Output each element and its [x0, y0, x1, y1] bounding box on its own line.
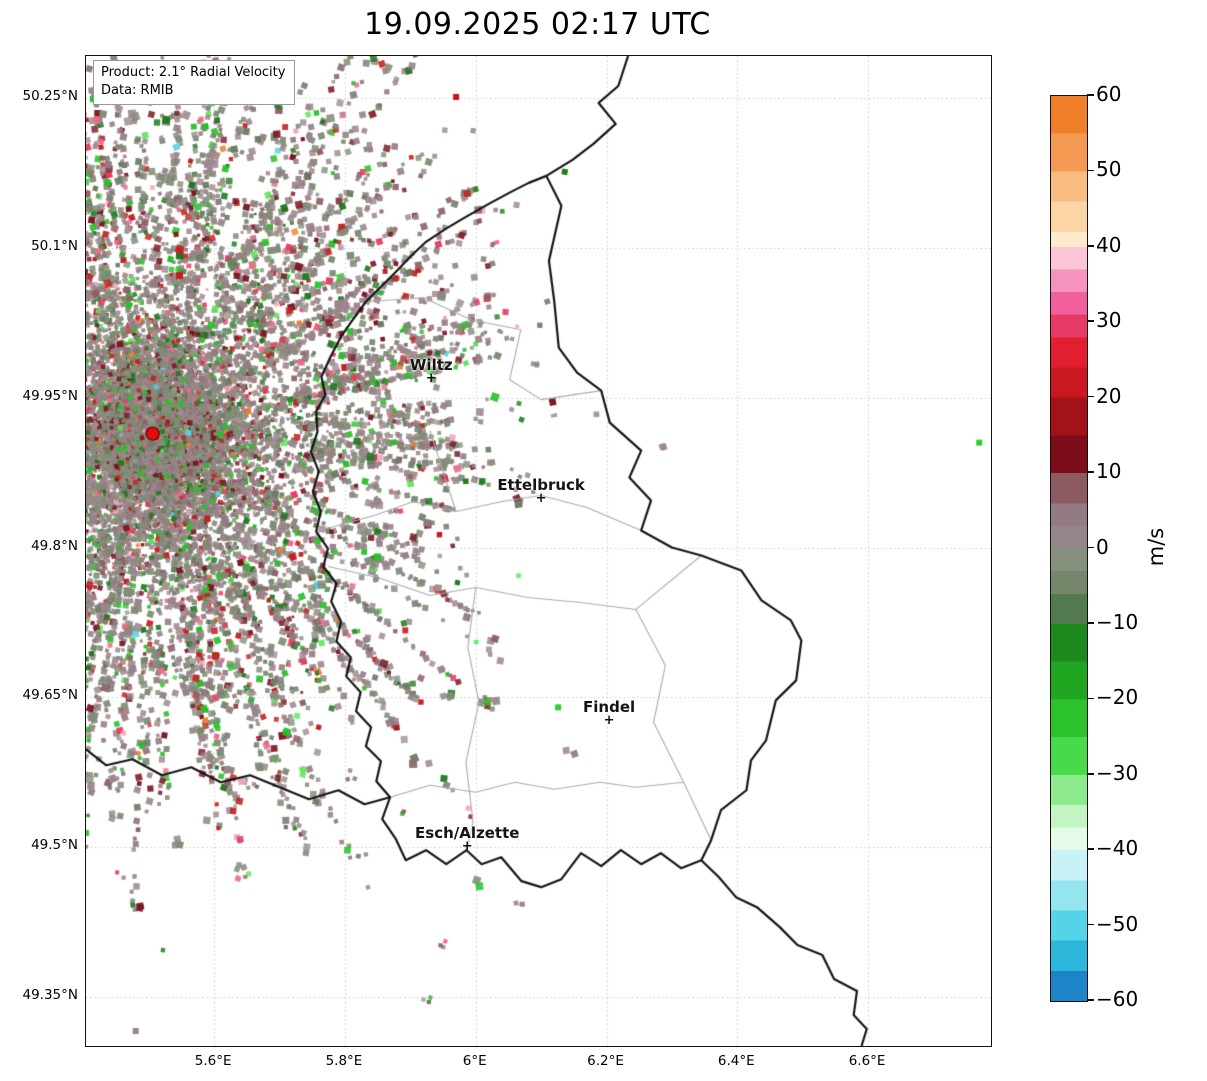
city-label-findel: Findel	[583, 698, 636, 717]
colorbar-tick-mark	[1087, 772, 1094, 775]
colorbar-tick-mark	[1087, 245, 1094, 247]
colorbar-tick-mark	[1087, 320, 1094, 323]
colorbar-tick-mark	[1087, 622, 1094, 624]
city-label-wiltz: Wiltz	[409, 355, 453, 374]
colorbar-tick-label: 10	[1096, 459, 1122, 484]
colorbar-tick-label: 20	[1096, 383, 1122, 408]
x-axis-tick-label: 5.6°E	[194, 1053, 232, 1069]
colorbar-tick-mark	[1087, 169, 1094, 172]
colorbar-tick-label: 0	[1096, 534, 1109, 559]
colorbar-tick-mark	[1087, 848, 1094, 850]
x-axis-tick-label: 6.4°E	[717, 1053, 755, 1069]
colorbar-tick-label: −60	[1096, 987, 1139, 1011]
map-plot: Product: 2.1° Radial Velocity Data: RMIB…	[85, 55, 992, 1047]
radar-map-canvas	[86, 56, 991, 1046]
x-axis-tick-label: 6.6°E	[848, 1053, 886, 1069]
product-label: Product: 2.1° Radial Velocity	[101, 65, 286, 80]
colorbar-tick-label: −30	[1096, 760, 1139, 785]
colorbar-tick-label: 30	[1096, 308, 1122, 333]
x-axis-tick-label: 6.2°E	[587, 1053, 624, 1069]
figure-title: 19.09.2025 02:17 UTC	[364, 7, 711, 42]
colorbar-tick-label: −20	[1096, 685, 1139, 710]
colorbar-tick-mark	[1087, 471, 1094, 473]
colorbar-tick-mark	[1087, 923, 1094, 926]
colorbar-tick-label: 60	[1096, 82, 1122, 106]
colorbar-tick-label: −10	[1096, 609, 1139, 634]
colorbar-tick-mark	[1087, 546, 1094, 549]
y-axis-tick-label: 50.1°N	[31, 237, 78, 254]
colorbar-tick-mark	[1087, 999, 1094, 1001]
x-axis-tick-label: 5.8°E	[325, 1053, 363, 1069]
city-label-esch-alzette: Esch/Alzette	[415, 824, 520, 843]
colorbar-unit-label: m/s	[1144, 527, 1168, 567]
colorbar-tick-mark	[1087, 94, 1094, 96]
y-axis-tick-label: 49.95°N	[22, 387, 79, 404]
y-axis-tick-label: 49.5°N	[31, 837, 78, 854]
y-axis-tick-label: 50.25°N	[22, 87, 79, 104]
colorbar-tick-label: 50	[1096, 157, 1122, 182]
colorbar-tick-label: −40	[1096, 836, 1139, 861]
y-axis-tick-label: 49.8°N	[31, 537, 78, 554]
colorbar	[1050, 95, 1088, 1002]
x-axis-tick-label: 6°E	[462, 1053, 487, 1069]
colorbar-tick-mark	[1087, 697, 1094, 700]
colorbar-tick-mark	[1087, 395, 1094, 398]
y-axis-tick-label: 49.35°N	[22, 987, 79, 1004]
colorbar-tick-label: −50	[1096, 911, 1139, 936]
data-source-label: Data: RMIB	[101, 83, 174, 98]
product-info-box: Product: 2.1° Radial Velocity Data: RMIB	[93, 60, 296, 105]
colorbar-tick-label: 40	[1096, 232, 1122, 257]
y-axis-tick-label: 49.65°N	[22, 687, 79, 704]
city-label-ettelbruck: Ettelbruck	[497, 475, 585, 494]
